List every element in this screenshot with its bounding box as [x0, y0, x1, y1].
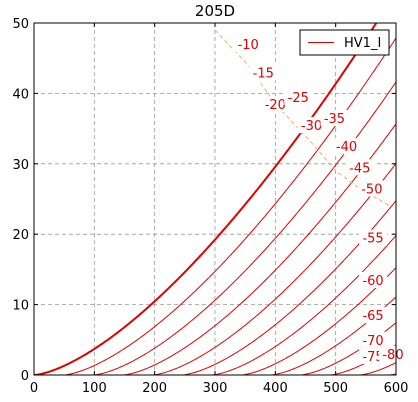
- x-tick-label: 0: [30, 381, 38, 396]
- curve-label: -80: [382, 348, 403, 363]
- curve-label: -65: [362, 309, 383, 324]
- curve-label: -50: [361, 182, 382, 197]
- curve-label-group: -10 -15 -20 -25 -30 -35 -40 -45 -50 -55 -60 -65 -70-…: [234, 36, 407, 365]
- curve-label-bg: [284, 88, 313, 105]
- curve-label-bg: [249, 64, 278, 81]
- curve-vg-15: [34, 123, 396, 375]
- y-tick-label: 30: [12, 158, 29, 173]
- legend: HV1_I: [299, 29, 390, 56]
- curve-label: -40: [336, 140, 357, 155]
- grid-lines: [34, 23, 396, 375]
- curve-label-bg: [320, 110, 349, 127]
- curve-label-bg: [261, 95, 290, 112]
- load-line-group: [214, 29, 391, 207]
- curve-label: -45: [349, 161, 370, 176]
- curve-label: -15: [253, 66, 274, 81]
- curve-label-bg: [297, 117, 326, 134]
- curve-label-bg: [359, 307, 388, 324]
- x-tick-label: 100: [82, 381, 107, 396]
- curve-label: -30: [301, 119, 322, 134]
- x-tick-label: 200: [142, 381, 167, 396]
- curve-label: -35: [324, 112, 345, 127]
- curve-label: -75: [362, 350, 383, 365]
- y-tick-label: 20: [12, 228, 29, 243]
- y-tick-label: 0: [21, 369, 29, 384]
- x-tick-label: 500: [323, 381, 348, 396]
- tick-group: 0 100 200 300 400 500 600 0 10 20 30 40 50: [12, 17, 408, 396]
- y-tick-label: 40: [12, 87, 29, 102]
- legend-label: HV1_I: [344, 36, 381, 51]
- curve-label: -70: [362, 334, 383, 349]
- curve-label: -25: [288, 91, 309, 106]
- x-tick-label: 300: [203, 381, 228, 396]
- curve-label: -10: [238, 38, 259, 53]
- curve-label-bg: [359, 271, 388, 288]
- y-tick-label: 50: [12, 17, 29, 32]
- curve-vg-45: [34, 322, 396, 375]
- y-tick-label: 10: [12, 299, 29, 314]
- curve-label-bg: [378, 345, 407, 362]
- curve-label-bg: [359, 229, 388, 246]
- x-tick-label: 400: [263, 381, 288, 396]
- chart-title: 205D: [195, 2, 235, 20]
- x-tick-label: 600: [384, 381, 409, 396]
- curve-label: -60: [362, 274, 383, 289]
- curve-label-bg: [345, 159, 374, 176]
- curve-label-bg: [359, 331, 388, 348]
- curve-label-bg: [357, 180, 386, 197]
- curve-label: -55: [362, 232, 383, 247]
- load-line: [214, 29, 391, 207]
- curve-vg-35: [34, 267, 396, 375]
- curve-vg-25: [34, 200, 396, 375]
- curve-vg-20: [34, 163, 396, 375]
- curve-label: -20: [265, 98, 286, 113]
- curve-vg-0: [34, 23, 378, 375]
- curve-vg-40: [34, 296, 396, 375]
- curve-label-bg: [332, 138, 361, 155]
- curve-label-bg: [234, 36, 263, 53]
